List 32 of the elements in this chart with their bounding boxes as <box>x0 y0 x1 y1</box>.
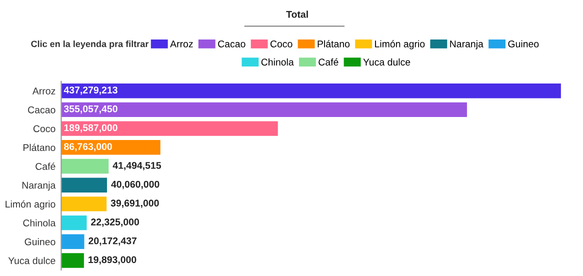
legend-label: Limón agrio <box>375 40 425 50</box>
data-label: 355,057,450 <box>64 105 118 114</box>
legend-label: Arroz <box>170 40 193 48</box>
data-label: 40,060,000 <box>111 180 160 190</box>
legend-label: Naranja <box>450 40 484 50</box>
legend-title: Clic en la leyenda pra filtrar <box>31 40 149 49</box>
legend-label: Café <box>318 58 338 66</box>
y-tick-label: Café <box>36 162 56 170</box>
y-tick-label: Naranja <box>22 182 56 191</box>
y-tick-label: Chinola <box>23 219 56 226</box>
legend-label: Guineo <box>508 40 539 48</box>
data-label: 437,279,213 <box>64 86 118 95</box>
y-tick-label: Coco <box>33 125 56 132</box>
legend-label: Coco <box>270 40 292 48</box>
y-tick-label: Cacao <box>28 106 56 114</box>
data-label: 41,494,515 <box>112 162 162 170</box>
data-label: 22,325,000 <box>91 218 139 227</box>
data-label: 189,587,000 <box>64 124 118 133</box>
y-tick-label: Guineo <box>24 238 56 246</box>
y-tick-label: Yuca dulce <box>8 256 56 264</box>
legend-label: Yuca dulce <box>363 58 410 66</box>
legend-label: Plátano <box>318 40 350 48</box>
legend-label: Chinola <box>261 58 294 66</box>
data-label: 19,893,000 <box>88 256 136 265</box>
y-tick-label: Arroz <box>32 88 56 94</box>
data-label: 39,691,000 <box>110 200 159 208</box>
data-label: 20,172,437 <box>88 237 136 246</box>
data-label: 86,763,000 <box>64 143 112 152</box>
legend-label: Cacao <box>218 40 246 48</box>
y-tick-label: Plátano <box>23 144 56 152</box>
y-tick-label: Limón agrio <box>6 200 56 210</box>
chart-subtitle: Total <box>286 10 308 18</box>
